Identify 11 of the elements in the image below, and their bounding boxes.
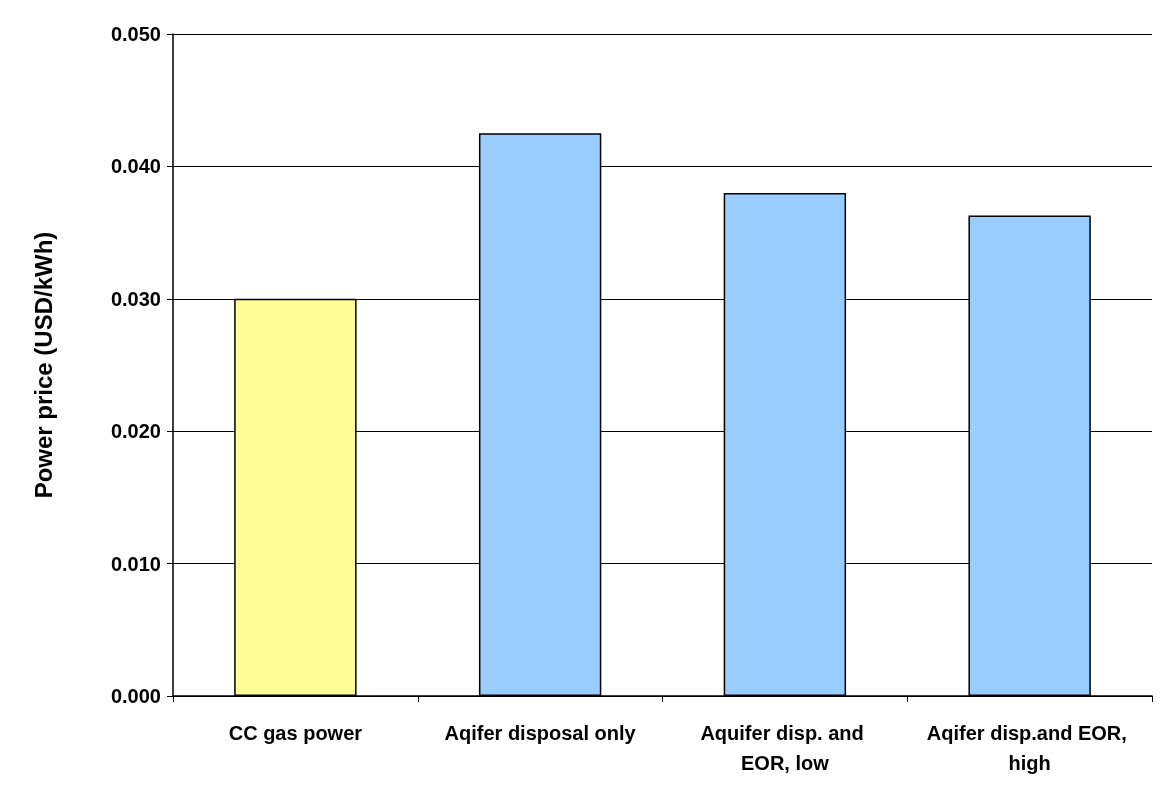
x-tick-label: Aquifer disp. and EOR, low — [700, 722, 870, 774]
y-tick-label: 0.030 — [110, 287, 161, 310]
y-tick-label: 0.040 — [110, 155, 161, 178]
y-axis-title: Power price (USD/kWh) — [29, 231, 57, 499]
x-tick-label: CC gas power — [228, 722, 363, 744]
y-tick-label: 0.000 — [110, 685, 161, 707]
y-tick-label: 0.020 — [110, 420, 161, 443]
y-tick-label: 0.010 — [110, 552, 161, 575]
x-tick-label: Aqifer disp.and EOR, high — [926, 722, 1133, 774]
y-tick-label: 0.050 — [110, 23, 161, 45]
x-tick-label: Aqifer disposal only — [444, 722, 637, 744]
